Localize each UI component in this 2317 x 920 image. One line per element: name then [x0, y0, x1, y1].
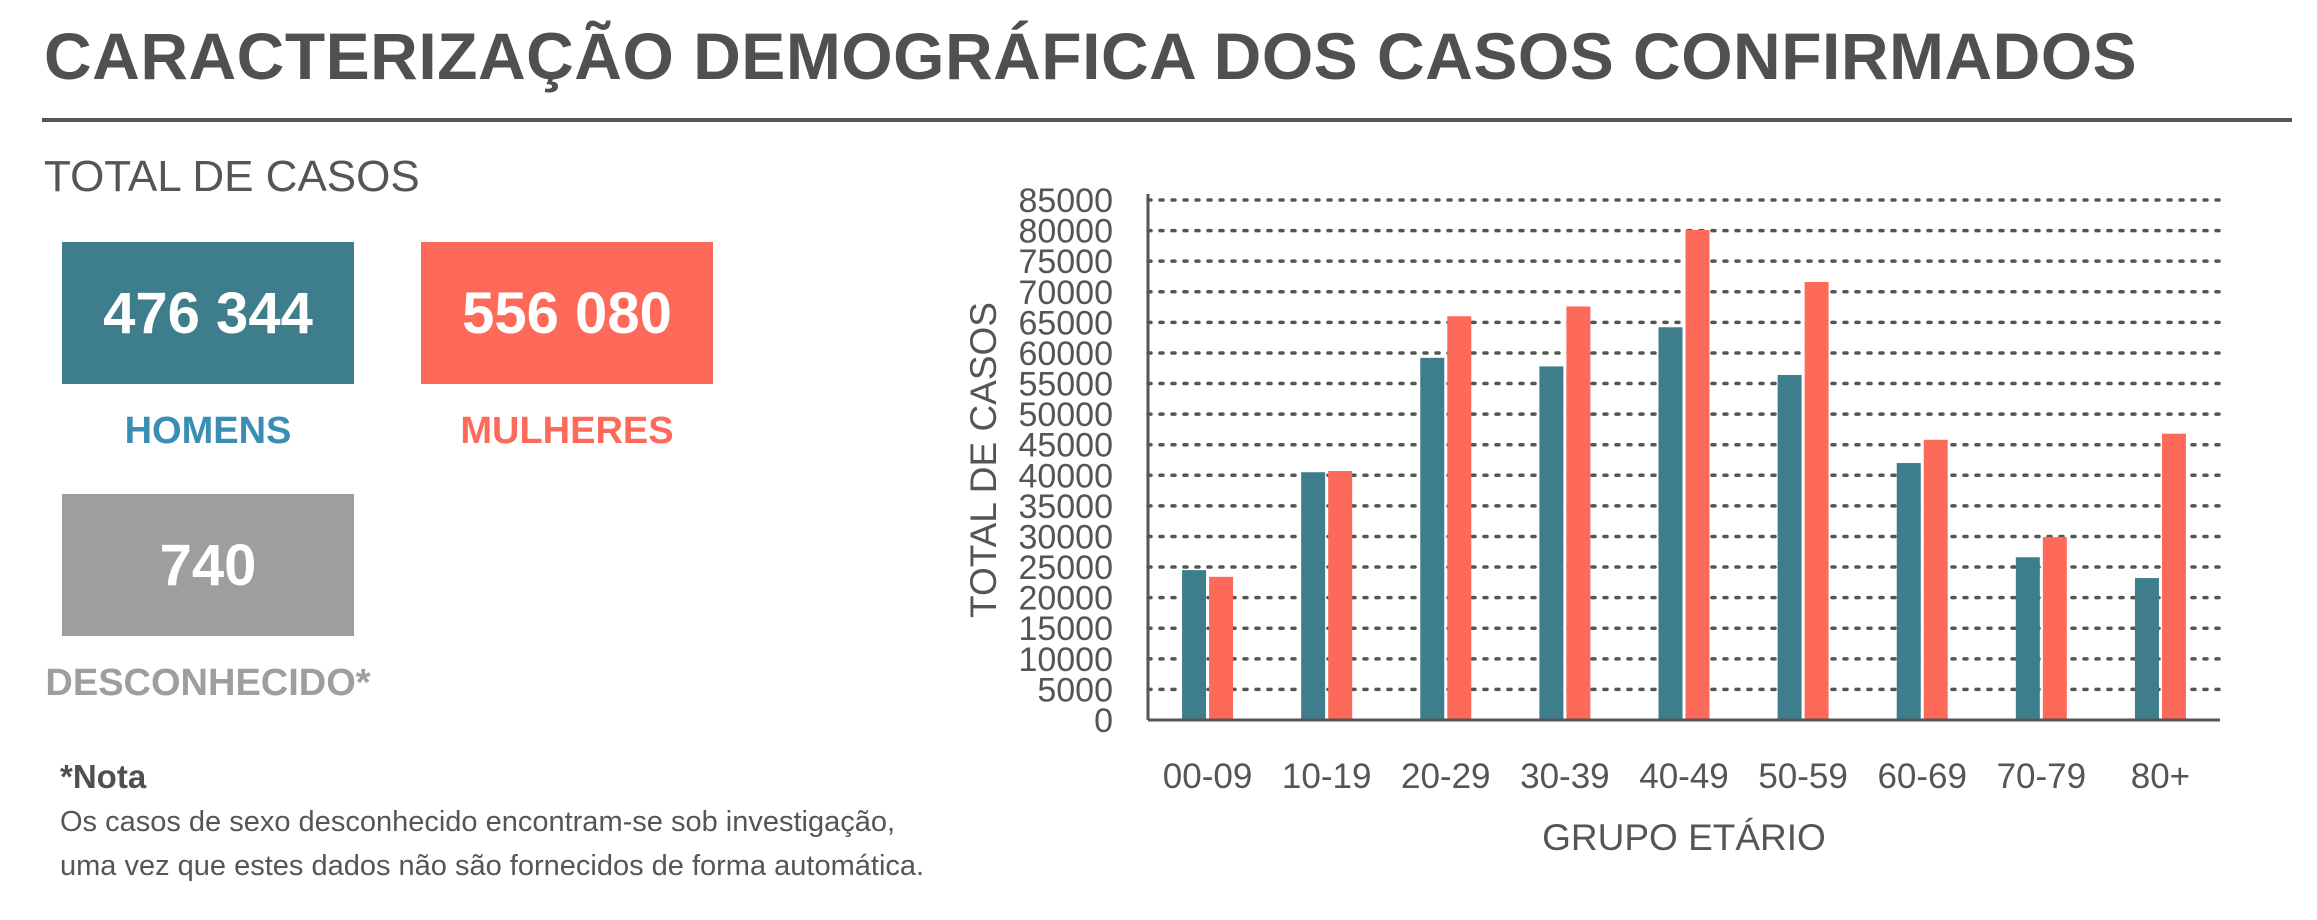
bar-series-1-30-39	[1539, 366, 1564, 720]
x-tick-label: 70-79	[1997, 757, 2087, 796]
y-tick-label: 80000	[1018, 213, 1113, 251]
men-label: HOMENS	[124, 410, 292, 452]
x-tick-label: 50-59	[1758, 757, 1848, 796]
x-tick-label: 20-29	[1401, 757, 1491, 796]
y-tick-label: 5000	[1037, 671, 1113, 709]
note-line-2: uma vez que estes dados não são fornecid…	[60, 850, 925, 882]
page-title: CARACTERIZAÇÃO DEMOGRÁFICA DOS CASOS CON…	[44, 19, 2138, 93]
x-tick-label: 30-39	[1520, 757, 1610, 796]
y-tick-label: 40000	[1018, 457, 1113, 495]
y-tick-label: 35000	[1018, 488, 1113, 526]
y-tick-label: 0	[1094, 702, 1113, 740]
y-axis-title: TOTAL DE CASOS	[963, 302, 1004, 618]
x-tick-label: 40-49	[1639, 757, 1729, 796]
bar-series-2-30-39	[1566, 306, 1591, 720]
y-tick-label: 30000	[1018, 518, 1113, 556]
bar-series-2-20-29	[1447, 316, 1472, 720]
women-total-value: 556 080	[462, 280, 672, 346]
y-tick-label: 75000	[1018, 243, 1113, 281]
bar-series-2-70-79	[2042, 537, 2067, 720]
women-total-box: 556 080	[421, 242, 713, 384]
unknown-label: DESCONHECIDO*	[45, 662, 371, 704]
unknown-total-value: 740	[159, 532, 257, 598]
y-tick-label: 10000	[1018, 641, 1113, 679]
bar-series-1-40-49	[1658, 327, 1683, 720]
bar-series-1-10-19	[1301, 472, 1326, 720]
y-tick-label: 15000	[1018, 610, 1113, 648]
men-total-box: 476 344	[62, 242, 354, 384]
bar-series-2-50-59	[1804, 281, 1829, 720]
bar-series-1-00-09	[1182, 570, 1207, 720]
x-tick-label: 60-69	[1877, 757, 1967, 796]
title-divider	[42, 118, 2292, 122]
y-tick-label: 20000	[1018, 580, 1113, 618]
y-tick-label: 25000	[1018, 549, 1113, 587]
bar-series-1-20-29	[1420, 357, 1445, 720]
x-axis-title: GRUPO ETÁRIO	[1542, 817, 1826, 858]
x-tick-label: 10-19	[1282, 757, 1372, 796]
bar-series-1-60-69	[1896, 463, 1921, 720]
y-tick-label: 65000	[1018, 304, 1113, 342]
men-total-value: 476 344	[103, 280, 313, 346]
bar-series-2-10-19	[1328, 471, 1353, 720]
y-tick-label: 60000	[1018, 335, 1113, 373]
bar-series-2-80+	[2161, 433, 2186, 720]
bar-series-1-70-79	[2015, 557, 2040, 720]
x-tick-label: 00-09	[1163, 757, 1253, 796]
unknown-total-box: 740	[62, 494, 354, 636]
bar-series-1-50-59	[1777, 374, 1802, 720]
y-tick-label: 85000	[1018, 182, 1113, 220]
bar-series-2-60-69	[1923, 439, 1948, 720]
y-tick-label: 55000	[1018, 366, 1113, 404]
y-tick-label: 70000	[1018, 274, 1113, 312]
totals-section-title: TOTAL DE CASOS	[44, 152, 420, 201]
note-line-1: Os casos de sexo desconhecido encontram-…	[60, 806, 896, 838]
y-tick-label: 50000	[1018, 396, 1113, 434]
bar-series-1-80+	[2134, 578, 2159, 720]
women-label: MULHERES	[460, 410, 674, 452]
x-tick-label: 80+	[2131, 757, 2190, 796]
y-tick-label: 45000	[1018, 427, 1113, 465]
bar-series-2-00-09	[1209, 576, 1234, 720]
bar-series-2-40-49	[1685, 229, 1710, 720]
note-title: *Nota	[60, 758, 147, 795]
